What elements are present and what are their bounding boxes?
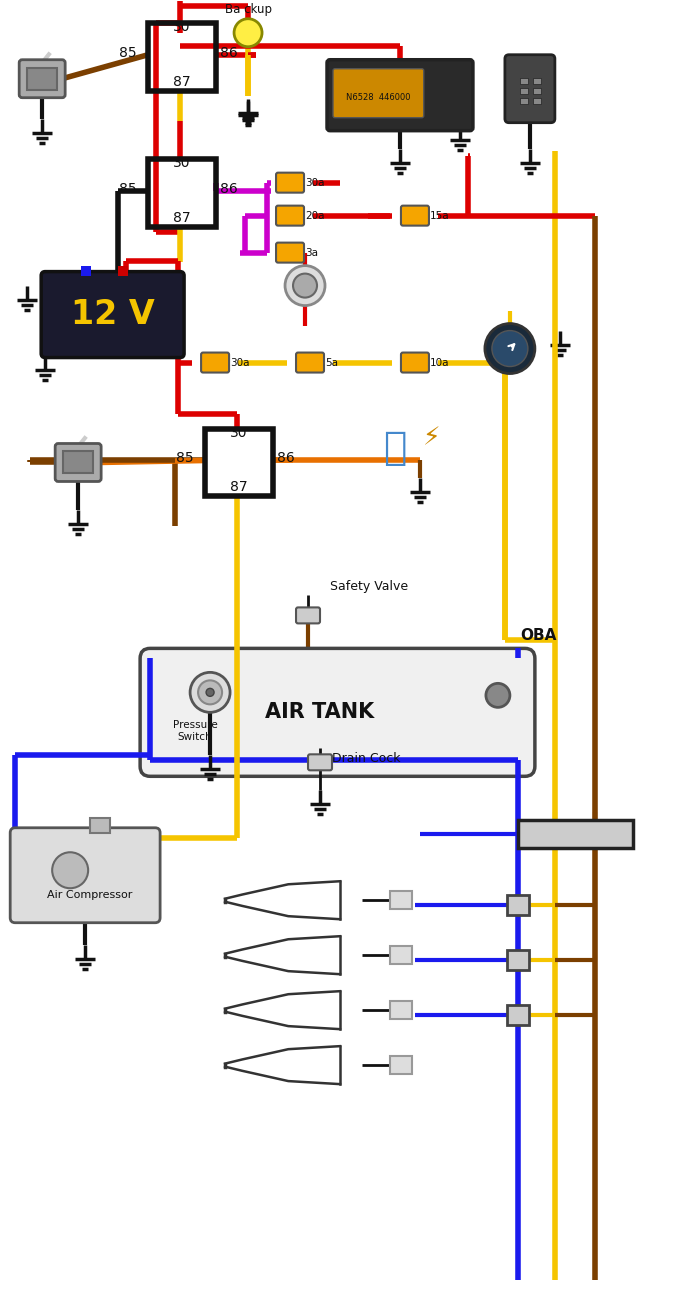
Text: 30: 30 (173, 19, 191, 34)
Bar (27, 67, 57, 89)
FancyBboxPatch shape (276, 172, 304, 193)
Bar (533, 88, 541, 93)
Bar (390, 1056, 412, 1074)
Bar (390, 892, 412, 910)
Text: 15a: 15a (430, 211, 449, 220)
Bar (63, 451, 93, 473)
Bar (390, 946, 412, 964)
Text: N6528  446000: N6528 446000 (346, 93, 410, 101)
Text: Air Compressor: Air Compressor (47, 890, 133, 901)
FancyBboxPatch shape (296, 608, 320, 623)
FancyBboxPatch shape (505, 54, 555, 123)
Bar (90, 818, 110, 833)
Text: 10a: 10a (430, 358, 449, 368)
FancyBboxPatch shape (276, 242, 304, 263)
Text: 30a: 30a (230, 358, 250, 368)
Circle shape (485, 324, 535, 373)
Bar (507, 950, 529, 971)
FancyBboxPatch shape (327, 60, 473, 131)
Circle shape (52, 853, 88, 888)
Circle shape (285, 266, 325, 306)
Text: 85: 85 (119, 181, 137, 196)
FancyBboxPatch shape (401, 206, 429, 226)
Circle shape (206, 688, 214, 696)
Text: ⚡: ⚡ (423, 426, 440, 451)
FancyBboxPatch shape (276, 206, 304, 226)
Bar (533, 78, 541, 84)
Text: 5a: 5a (325, 358, 338, 368)
Text: 87: 87 (173, 211, 191, 224)
Bar (148, 23, 216, 91)
Text: 30: 30 (231, 425, 248, 439)
FancyBboxPatch shape (10, 828, 160, 923)
Text: 87: 87 (173, 75, 191, 88)
Circle shape (486, 683, 510, 708)
FancyBboxPatch shape (55, 443, 101, 482)
FancyBboxPatch shape (401, 353, 429, 372)
Text: 86: 86 (277, 451, 295, 465)
Bar (533, 97, 541, 104)
Bar (507, 896, 529, 915)
Text: Safety Valve: Safety Valve (330, 581, 408, 594)
Text: 30a: 30a (305, 178, 324, 188)
Text: 87: 87 (231, 481, 248, 495)
Bar (518, 820, 633, 849)
Text: Ba ckup: Ba ckup (224, 3, 272, 16)
FancyBboxPatch shape (308, 754, 332, 770)
Bar (520, 97, 528, 104)
Bar (148, 158, 216, 227)
Circle shape (492, 330, 528, 367)
Bar (507, 1006, 529, 1025)
FancyBboxPatch shape (201, 353, 229, 372)
Text: Drain Cock: Drain Cock (332, 752, 401, 766)
Circle shape (198, 680, 222, 704)
Text: 🖐: 🖐 (383, 429, 407, 468)
Text: AIR TANK: AIR TANK (265, 702, 375, 722)
Text: 30: 30 (173, 156, 191, 170)
Circle shape (293, 273, 317, 298)
Text: 12 V: 12 V (70, 298, 155, 330)
Text: 20a: 20a (305, 211, 324, 220)
Text: Pressure
Switch: Pressure Switch (173, 721, 218, 741)
FancyBboxPatch shape (296, 353, 324, 372)
Text: 86: 86 (220, 45, 238, 60)
Bar (81, 266, 91, 276)
Text: OBA: OBA (520, 629, 556, 643)
Circle shape (234, 18, 262, 47)
Bar (390, 1002, 412, 1019)
Text: 85: 85 (176, 451, 194, 465)
FancyBboxPatch shape (333, 69, 424, 118)
Bar (520, 88, 528, 93)
Circle shape (190, 673, 230, 713)
FancyBboxPatch shape (140, 648, 535, 776)
FancyBboxPatch shape (19, 60, 65, 97)
Bar (118, 266, 129, 276)
Bar (520, 78, 528, 84)
Text: 85: 85 (119, 45, 137, 60)
Text: 3a: 3a (305, 248, 318, 258)
Bar (205, 429, 273, 496)
Text: 86: 86 (220, 181, 238, 196)
FancyBboxPatch shape (41, 272, 184, 358)
